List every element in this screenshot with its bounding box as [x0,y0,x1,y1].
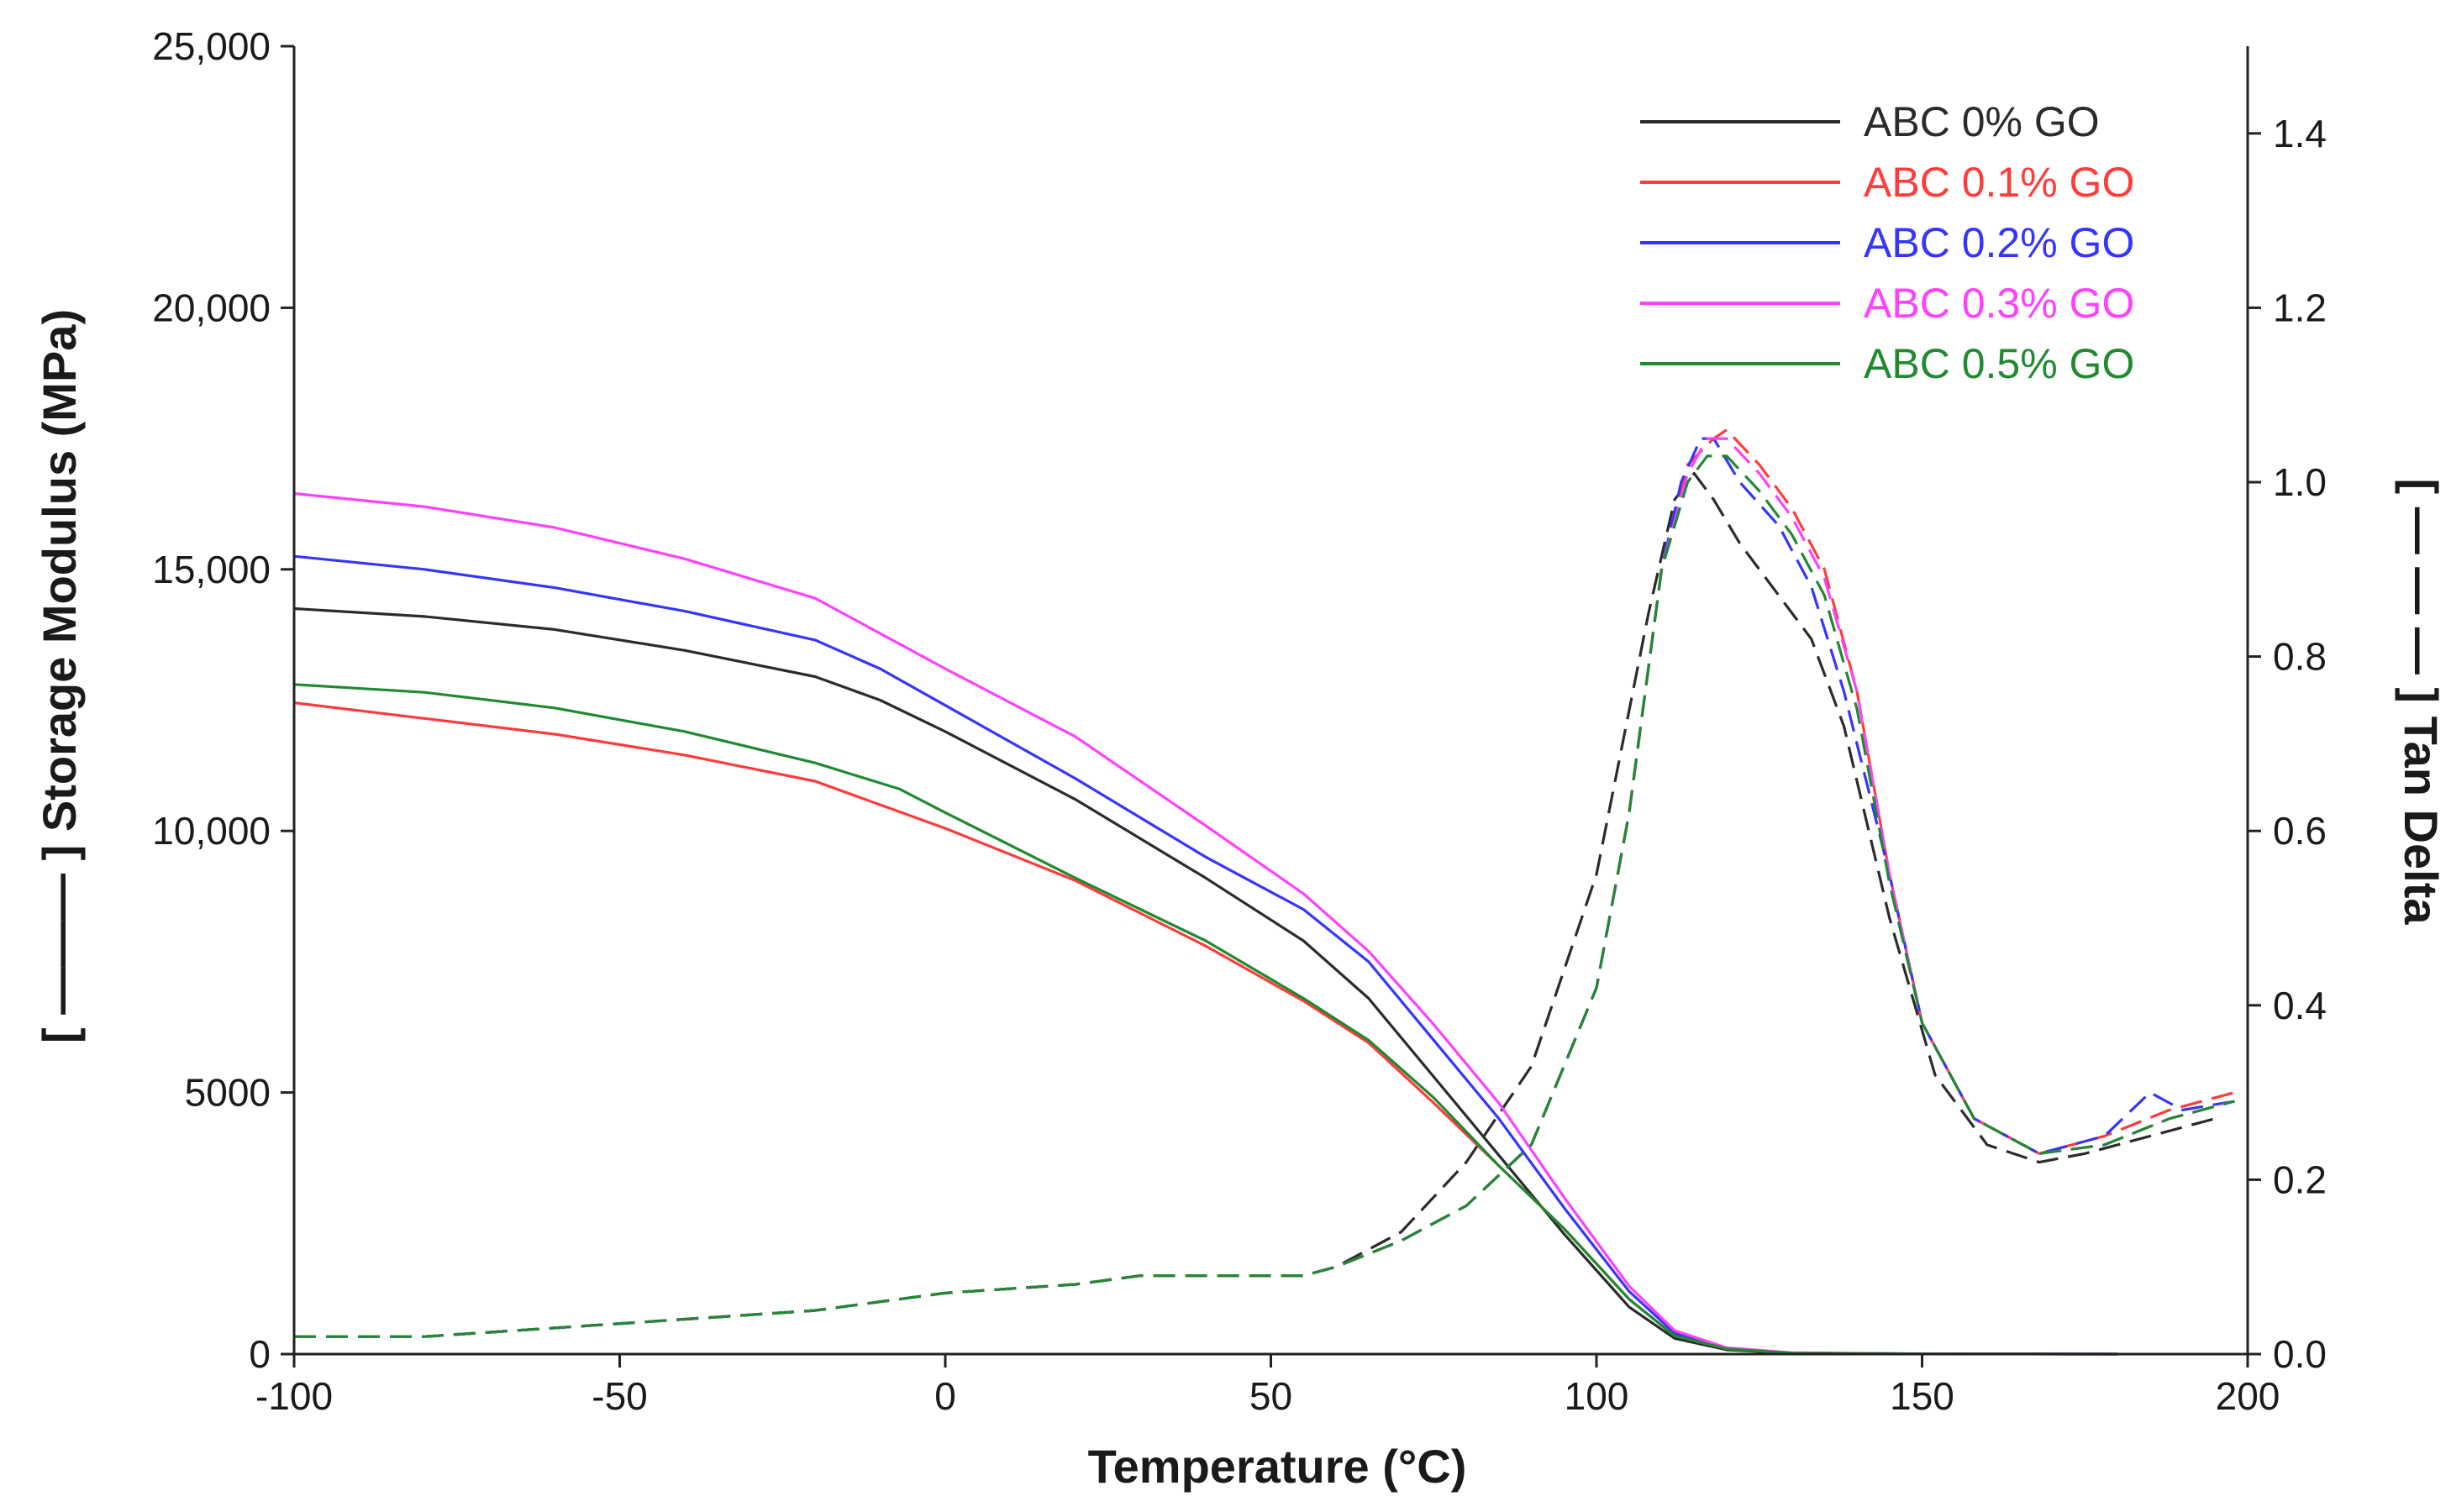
y-tick-label: 10,000 [152,809,271,853]
y2-tick-label: 0.4 [2273,984,2327,1027]
x-tick-label: -50 [592,1374,647,1418]
y2-tick-label: 1.0 [2273,460,2327,504]
y-tick-label: 0 [249,1332,271,1376]
y2-tick-label: 0.8 [2273,635,2327,679]
x-tick-label: 0 [934,1374,956,1418]
legend: ABC 0% GO ABC 0.1% GO ABC 0.2% GO ABC 0.3% … [1575,84,2227,395]
y2-tick-label: 1.2 [2273,286,2327,329]
legend-label: ABC 0% GO [1864,98,2100,145]
legend-label: ABC 0.1% GO [1864,159,2134,206]
series-3-storage-modulus-line [293,491,2118,1356]
y2-tick-label: 0.6 [2273,809,2327,853]
x-tick-label: 200 [2216,1374,2280,1418]
series-layer [293,428,2235,1356]
axis-ticks: -100 -50 0 50 100 150 200 0 5000 10,000 15,000 20,0… [152,24,2327,1418]
x-tick-label: -100 [255,1374,333,1418]
series-0-tan-delta-line [294,472,2216,1338]
y-tick-label: 20,000 [152,286,271,329]
y2-tick-label: 1.4 [2273,112,2327,155]
y2-axis-title: [ — — — ] Tan Delta [2395,479,2448,926]
legend-box [1575,84,2227,395]
legend-label: ABC 0.2% GO [1864,219,2134,266]
y-tick-label: 25,000 [152,24,271,68]
x-tick-label: 100 [1565,1374,1629,1418]
series-1-tan-delta-line [294,428,2235,1338]
y-tick-label: 15,000 [152,548,271,591]
series-4-tan-delta-line [294,454,2235,1338]
legend-label: ABC 0.5% GO [1864,340,2134,387]
legend-label: ABC 0.3% GO [1864,280,2134,327]
y-axis-title: [ ——— ] Storage Modulus (MPa) [33,309,86,1043]
series-2-storage-modulus-line [293,554,2118,1356]
y2-tick-label: 0.0 [2273,1332,2327,1376]
series-0-storage-modulus-line [293,606,2118,1356]
y2-tick-label: 0.2 [2273,1158,2327,1201]
series-4-storage-modulus-line [293,683,2118,1356]
x-axis-title: Temperature (°C) [1088,1440,1467,1493]
y-tick-label: 5000 [185,1071,271,1115]
series-1-storage-modulus-line [293,701,2118,1356]
x-tick-label: 150 [1890,1374,1954,1418]
x-tick-label: 50 [1249,1374,1292,1418]
